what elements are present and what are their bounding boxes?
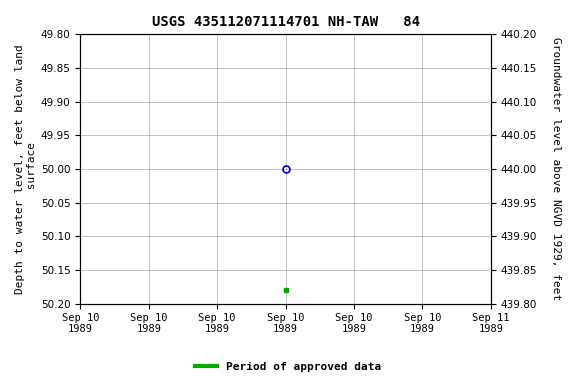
Y-axis label: Groundwater level above NGVD 1929, feet: Groundwater level above NGVD 1929, feet xyxy=(551,38,561,301)
Y-axis label: Depth to water level, feet below land
 surface: Depth to water level, feet below land su… xyxy=(15,44,37,294)
Legend: Period of approved data: Period of approved data xyxy=(191,358,385,377)
Title: USGS 435112071114701 NH-TAW   84: USGS 435112071114701 NH-TAW 84 xyxy=(151,15,420,29)
